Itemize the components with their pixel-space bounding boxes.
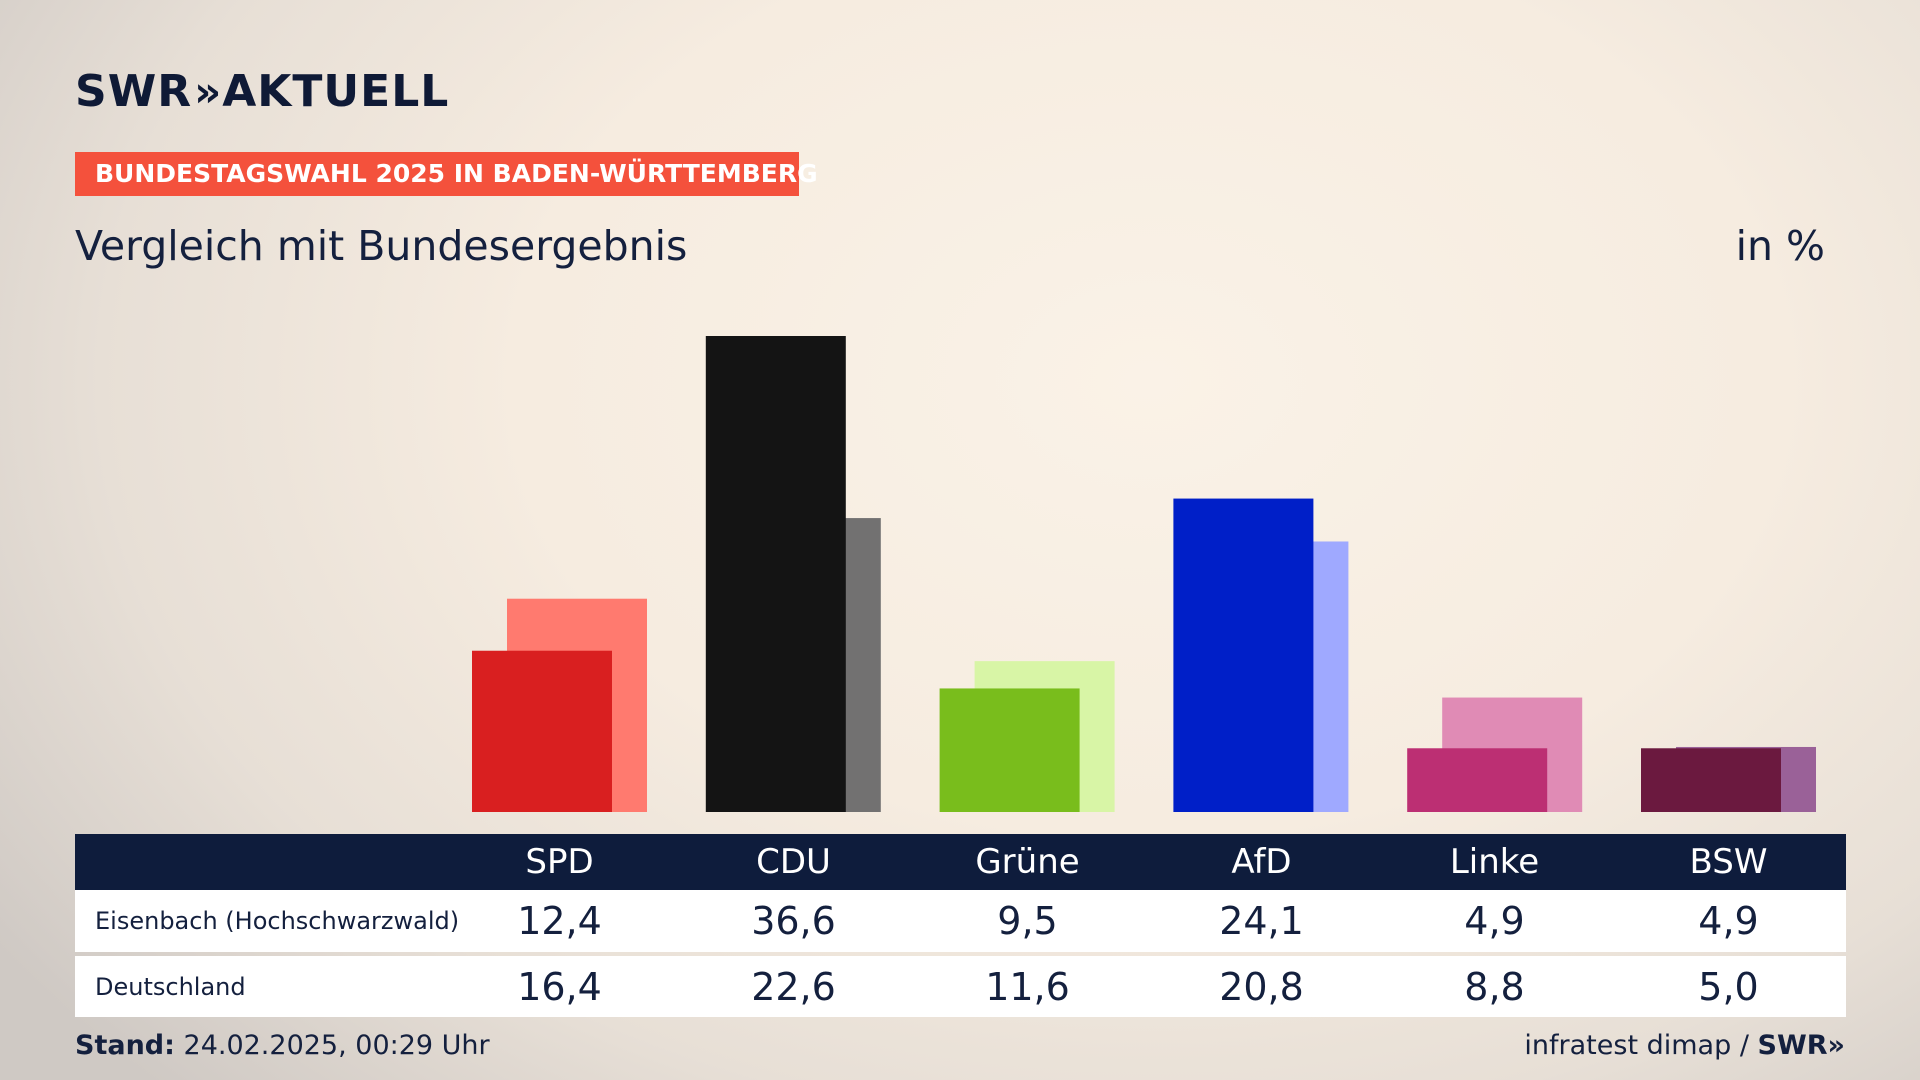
header-spd: SPD xyxy=(525,842,594,882)
swr-mini-logo: SWR» xyxy=(1757,1030,1845,1061)
bar-chart xyxy=(472,336,1816,812)
unit-label: in % xyxy=(1735,222,1825,270)
cell-local-spd: 12,4 xyxy=(517,899,602,943)
cell-national-spd: 16,4 xyxy=(517,965,602,1009)
cell-national-bsw: 5,0 xyxy=(1698,965,1759,1009)
cell-national-cdu: 22,6 xyxy=(751,965,836,1009)
swr-aktuell-logo: SWR» AKTUELL xyxy=(75,66,449,117)
cell-local-gruene: 9,5 xyxy=(997,899,1058,943)
cell-national-gruene: 11,6 xyxy=(985,965,1070,1009)
logo-swr-text: SWR xyxy=(75,66,193,117)
timestamp: Stand: 24.02.2025, 00:29 Uhr xyxy=(75,1030,490,1061)
bar-local-linke xyxy=(1407,748,1548,812)
cell-local-bsw: 4,9 xyxy=(1698,899,1759,943)
row-label-national: Deutschland xyxy=(95,973,246,1001)
stand-value: 24.02.2025, 00:29 Uhr xyxy=(183,1030,490,1061)
header-bsw: BSW xyxy=(1689,842,1768,882)
cell-local-afd: 24,1 xyxy=(1219,899,1304,943)
source-credit: infratest dimap / SWR» xyxy=(1524,1030,1845,1061)
cell-national-linke: 8,8 xyxy=(1464,965,1525,1009)
header-linke: Linke xyxy=(1449,842,1540,882)
results-table: SPD CDU Grüne AfD Linke BSW Eisenbach (H… xyxy=(75,834,1846,1017)
cell-national-afd: 20,8 xyxy=(1219,965,1304,1009)
bar-local-bsw xyxy=(1641,748,1781,812)
bar-local-gruene xyxy=(939,688,1080,812)
table-row-local: Eisenbach (Hochschwarzwald) 12,4 36,6 9,… xyxy=(75,890,1846,952)
table-header: SPD CDU Grüne AfD Linke BSW xyxy=(75,834,1846,890)
bar-local-afd xyxy=(1173,498,1314,812)
cell-local-cdu: 36,6 xyxy=(751,899,836,943)
header-gruene: Grüne xyxy=(975,842,1080,882)
table-row-national: Deutschland 16,4 22,6 11,6 20,8 8,8 5,0 xyxy=(75,956,1846,1017)
row-label-local: Eisenbach (Hochschwarzwald) xyxy=(95,907,460,935)
header-cdu: CDU xyxy=(756,842,831,882)
cell-local-linke: 4,9 xyxy=(1464,899,1525,943)
stand-label: Stand: xyxy=(75,1030,175,1061)
logo-aktuell-text: AKTUELL xyxy=(222,66,450,117)
header-afd: AfD xyxy=(1231,842,1292,882)
bar-local-spd xyxy=(472,650,612,812)
source-text: infratest dimap / xyxy=(1524,1030,1749,1061)
election-kicker: BUNDESTAGSWAHL 2025 IN BADEN-WÜRTTEMBERG xyxy=(75,152,818,196)
bar-local-cdu xyxy=(705,336,846,812)
chart-subtitle: Vergleich mit Bundesergebnis xyxy=(75,222,688,270)
